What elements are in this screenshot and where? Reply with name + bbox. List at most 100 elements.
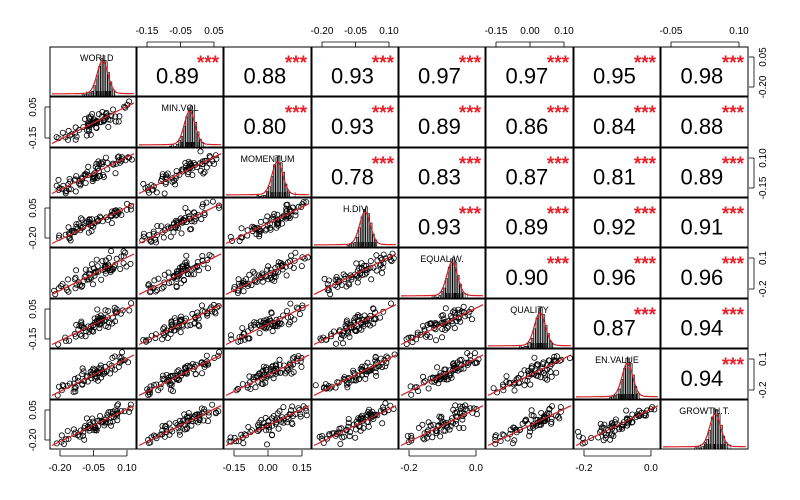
- panel-r5-c2: [223, 298, 312, 349]
- fit-line: [51, 354, 135, 396]
- fit-line: [138, 304, 222, 346]
- scatter-point: [361, 312, 368, 319]
- scatter-point: [258, 380, 265, 387]
- panel-r7-c7: GROWTH.T.: [660, 399, 749, 450]
- scatter-point: [195, 267, 202, 274]
- scatter-point: [172, 181, 179, 188]
- histogram-bar: [450, 258, 453, 299]
- scatter-point: [162, 423, 169, 430]
- scatter-point: [109, 354, 116, 361]
- scatter-point: [252, 374, 259, 381]
- scatter-point: [113, 306, 120, 313]
- scatter-point: [176, 431, 183, 438]
- scatter-point: [417, 331, 424, 338]
- scatter-point: [370, 320, 377, 327]
- panel-frame: [485, 348, 574, 400]
- scatter-point: [260, 317, 267, 324]
- axes-layer: -0.15 -0.05 0.05 -0.20 -0.05 0.10 -0.15 0.00 0.1…: [28, 26, 769, 474]
- panel-r2-c3: 0.78***: [311, 147, 399, 198]
- scatter-point: [122, 249, 129, 256]
- histogram-bar: [523, 345, 527, 349]
- correlation-value: 0.94: [680, 315, 723, 340]
- scatter-point: [303, 407, 310, 414]
- panel-frame: [49, 298, 137, 349]
- scatter-point: [447, 423, 454, 430]
- panel-frame: [660, 96, 749, 148]
- scatter-point: [150, 228, 157, 235]
- scatter-point: [297, 413, 304, 420]
- scatter-point: [211, 160, 218, 167]
- scatter-point: [99, 161, 106, 168]
- scatter-point: [465, 312, 472, 319]
- scatter-point: [434, 428, 441, 435]
- scatter-point: [167, 380, 174, 387]
- scatter-point: [196, 323, 203, 330]
- scatter-point: [82, 116, 89, 123]
- scatter-point: [354, 279, 361, 286]
- scatter-point: [345, 330, 352, 337]
- correlation-value: 0.98: [680, 63, 723, 88]
- scatter-point: [255, 426, 262, 433]
- correlation-value: 0.84: [593, 114, 636, 139]
- scatter-point: [65, 276, 72, 283]
- correlation-value: 0.88: [243, 63, 286, 88]
- scatter-point: [362, 375, 369, 382]
- scatter-point: [107, 370, 114, 377]
- correlation-value: 0.89: [156, 63, 199, 88]
- scatter-point: [456, 424, 463, 431]
- scatter-point: [244, 335, 251, 342]
- tick-label: 0.10: [379, 26, 399, 37]
- scatter-point: [175, 224, 182, 231]
- scatter-point: [114, 402, 121, 409]
- scatter-point: [126, 408, 133, 415]
- scatter-point: [473, 359, 480, 366]
- scatter-point: [260, 374, 267, 381]
- tick-label: 0.1: [758, 251, 769, 265]
- scatter-point: [421, 326, 428, 333]
- scatter-point: [300, 199, 307, 206]
- correlation-value: 0.78: [331, 164, 374, 189]
- tick-label: -0.15: [758, 176, 769, 199]
- scatter-point: [327, 291, 334, 298]
- tick-label: -0.15: [223, 463, 246, 474]
- significance-stars: ***: [722, 53, 745, 74]
- scatter-point: [159, 431, 166, 438]
- scatter-point: [203, 199, 210, 206]
- scatter-point: [108, 362, 115, 369]
- correlation-value: 0.96: [680, 265, 723, 290]
- scatter-point: [191, 320, 198, 327]
- top-axis-col-7: -0.05 0.10: [660, 26, 749, 47]
- scatter-point: [326, 431, 333, 438]
- histogram-bar: [637, 392, 640, 400]
- panel-frame: [136, 298, 224, 349]
- panel-r4-c3: [311, 247, 399, 299]
- tick-label: -0.05: [82, 463, 105, 474]
- scatter-point: [379, 420, 386, 427]
- scatter-point: [76, 433, 83, 440]
- tick-label: -0.2: [758, 280, 769, 298]
- panel-frame: [49, 96, 137, 148]
- panel-frame: [136, 399, 224, 450]
- scatter-point: [173, 283, 180, 290]
- scatter-point: [280, 404, 287, 411]
- panel-r6-c3: [311, 348, 399, 400]
- scatter-point: [160, 234, 167, 241]
- panel-r7-c3: [311, 399, 399, 450]
- scatter-point: [73, 133, 80, 140]
- scatter-point: [164, 334, 171, 341]
- scatter-point: [58, 387, 65, 394]
- scatter-point: [427, 422, 434, 429]
- scatter-point: [466, 308, 473, 315]
- scatter-point: [84, 169, 91, 176]
- scatter-point: [161, 190, 168, 197]
- scatter-point: [534, 361, 541, 368]
- panel-r3-c0: [49, 197, 137, 248]
- histogram-bar: [261, 195, 264, 198]
- scatter-point: [280, 419, 287, 426]
- panel-frame: [49, 247, 137, 299]
- scatter-point: [527, 428, 534, 435]
- histogram-bar: [443, 287, 446, 299]
- scatter-point: [348, 276, 355, 283]
- scatter-point: [457, 405, 464, 412]
- tick-label: -0.05: [169, 26, 192, 37]
